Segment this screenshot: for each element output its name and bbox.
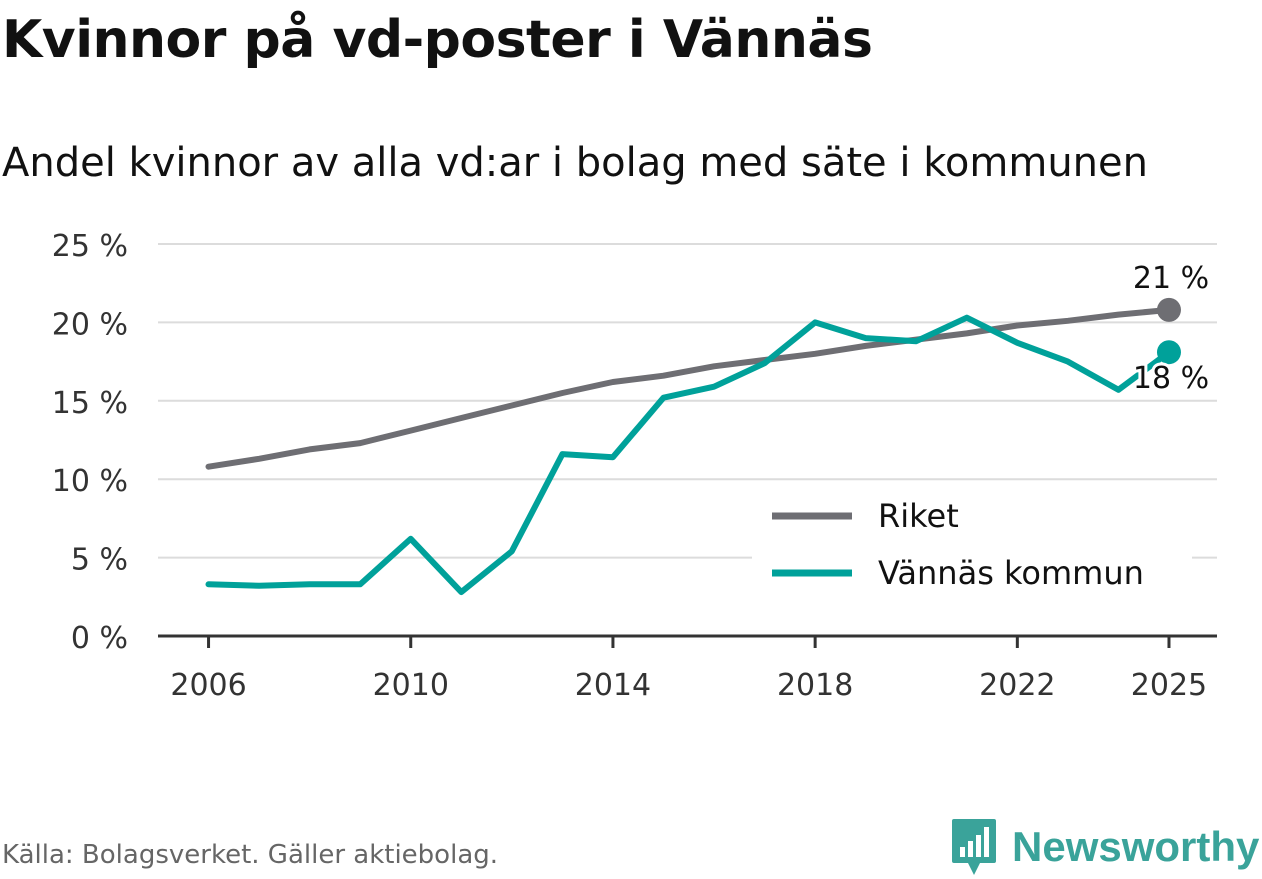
- chart-subtitle: Andel kvinnor av alla vd:ar i bolag med …: [2, 140, 1148, 186]
- x-tick-label: 2018: [777, 668, 853, 703]
- x-tick-label: 2014: [575, 668, 651, 703]
- y-tick-label: 10 %: [52, 464, 128, 499]
- x-tick-label: 2006: [170, 668, 246, 703]
- source-note: Källa: Bolagsverket. Gäller aktiebolag.: [2, 840, 499, 870]
- x-tick-label: 2025: [1131, 668, 1207, 703]
- legend: Riket Vännäs kommun: [752, 484, 1192, 600]
- y-tick-label: 20 %: [52, 307, 128, 342]
- chart-title: Kvinnor på vd-poster i Vännäs: [2, 10, 873, 70]
- x-tick-label: 2010: [373, 668, 449, 703]
- y-tick-label: 0 %: [71, 621, 128, 656]
- axes: 0 % 5 % 10 % 15 % 20 % 25 % 2006 2010 2014 2018 20…: [52, 229, 1217, 703]
- legend-label: Riket: [878, 497, 959, 535]
- brand-name: Newsworthy: [1012, 823, 1260, 870]
- series-line: [205, 306, 1172, 470]
- y-tick-label: 5 %: [71, 543, 128, 578]
- legend-background: [752, 484, 1192, 600]
- series-line: [205, 314, 1172, 596]
- series-end-marker: [1156, 297, 1181, 322]
- y-tick-label: 25 %: [52, 229, 128, 264]
- newsworthy-logo-icon: [952, 819, 996, 875]
- series: [205, 297, 1181, 596]
- x-tick-label: 2022: [979, 668, 1055, 703]
- legend-label: Vännäs kommun: [878, 554, 1144, 592]
- series-end-label: 18 %: [1133, 361, 1209, 396]
- y-tick-label: 15 %: [52, 386, 128, 421]
- series-end-label: 21 %: [1133, 261, 1209, 296]
- end-labels: 21 % 18 %: [1130, 258, 1212, 399]
- series-end-marker: [1156, 340, 1181, 365]
- brand-logo[interactable]: Newsworthy: [950, 818, 1259, 876]
